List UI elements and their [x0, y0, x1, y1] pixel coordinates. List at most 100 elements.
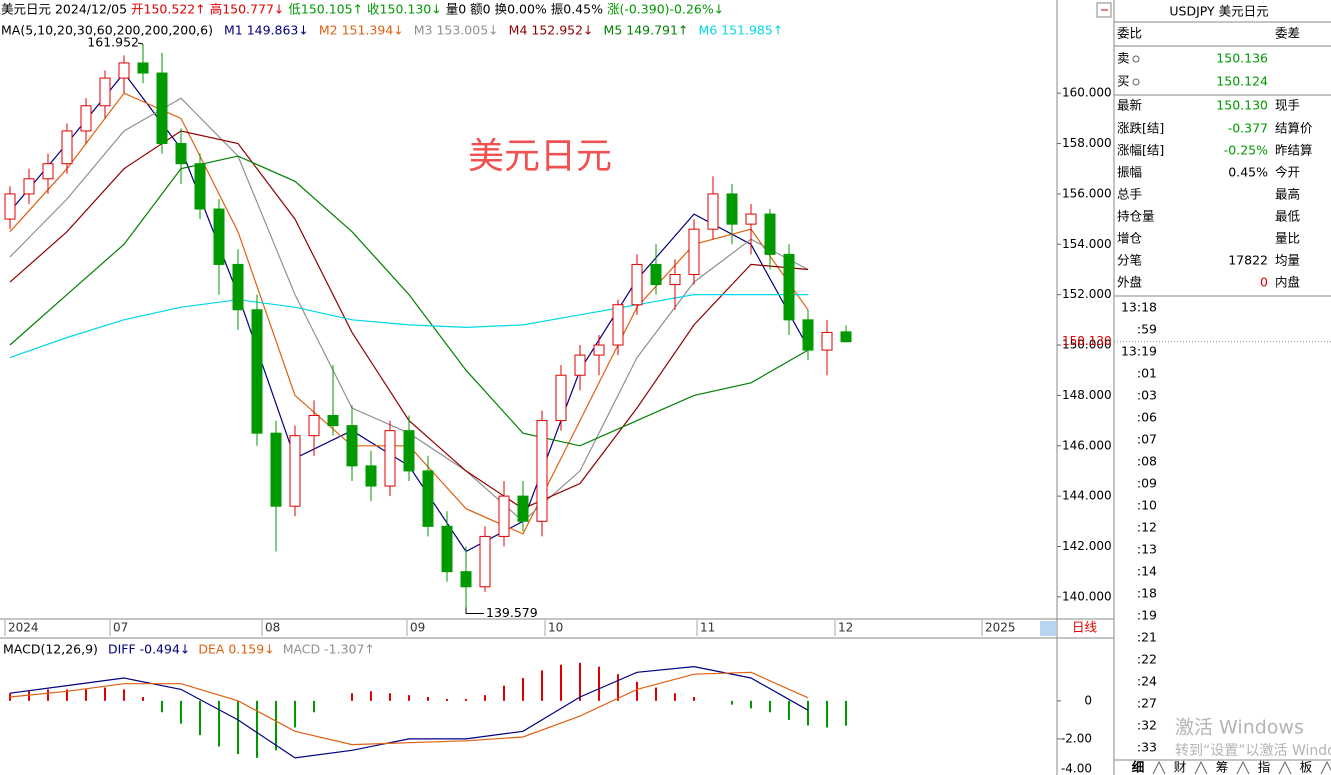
os-watermark: 转到“设置”以激活 Windows: [1175, 742, 1331, 759]
macd-line: [9, 665, 809, 759]
date-label: 08: [265, 621, 280, 635]
trade-time: :21: [1137, 630, 1157, 645]
header-segment: 高150.777↓: [210, 2, 285, 17]
legend-entry: M4 152.952↓: [509, 23, 594, 38]
y-tick-label: 150.000: [1062, 338, 1112, 352]
period-label: 日线: [1072, 620, 1098, 635]
trade-time: :59: [1137, 322, 1157, 337]
y-tick-label: 152.000: [1062, 287, 1112, 301]
candle-body: [479, 535, 491, 588]
quote-value: 0.45%: [1228, 165, 1268, 180]
date-label: 11: [700, 621, 715, 635]
quote-right-label: 结算价: [1275, 121, 1313, 136]
tab[interactable]: 板: [1300, 760, 1313, 775]
quote-value: 150.130: [1216, 98, 1268, 113]
trade-time: :06: [1137, 410, 1157, 425]
candle-body: [498, 495, 510, 537]
date-label: 12: [838, 621, 853, 635]
quote-label: 涨幅[结]: [1117, 143, 1164, 158]
trade-time: :07: [1137, 432, 1157, 447]
quote-right-label: 最低: [1275, 209, 1301, 224]
quote-label: 委比: [1117, 26, 1142, 41]
low-pointer: [465, 607, 484, 614]
quote-label: 振幅: [1117, 165, 1142, 180]
candle-body: [802, 319, 814, 351]
candle-body: [42, 163, 54, 180]
candle-body: [441, 525, 453, 573]
candle-body: [137, 62, 149, 74]
candle-body: [707, 193, 719, 230]
quote-label: 增仓: [1117, 231, 1143, 246]
scroll-button[interactable]: [1040, 621, 1056, 636]
macd-line: [9, 671, 809, 746]
quote-value: 0: [1260, 275, 1268, 290]
y-tick-label: 148.000: [1062, 388, 1112, 402]
trade-time: :01: [1137, 366, 1157, 381]
candle-body: [118, 62, 130, 79]
candle-body: [745, 213, 757, 225]
candle-body: [764, 213, 776, 255]
candle-body: [61, 130, 73, 165]
trade-time: :19: [1137, 608, 1157, 623]
candle-body: [346, 425, 358, 467]
candle-body: [213, 208, 225, 265]
quote-label: 分笔: [1117, 253, 1142, 268]
tab[interactable]: 财: [1174, 760, 1187, 775]
candle-body: [460, 571, 472, 588]
macd-title: MACD(12,26,9): [3, 642, 98, 657]
quote-icon: [1132, 55, 1140, 63]
y-tick-label: 158.000: [1062, 136, 1112, 150]
quote-value: 17822: [1228, 253, 1268, 268]
trade-time: 13:18: [1121, 300, 1157, 315]
tab-separator: [1236, 760, 1250, 775]
header-segment: 收150.130↓: [367, 2, 442, 17]
candle-body: [840, 331, 852, 343]
candle-body: [194, 163, 206, 210]
trade-time: :22: [1137, 652, 1157, 667]
candle-body: [536, 420, 548, 522]
quote-value: 150.136: [1216, 51, 1268, 66]
trade-time: :27: [1137, 696, 1157, 711]
y-tick-label: 140.000: [1062, 589, 1112, 603]
y-tick-label: 156.000: [1062, 186, 1112, 200]
quote-icon: [1132, 78, 1140, 86]
quote-right-label: 昨结算: [1275, 143, 1313, 158]
quote-label: 持仓量: [1117, 209, 1155, 224]
tab[interactable]: 筹: [1216, 760, 1229, 775]
candle-body: [80, 105, 92, 132]
quote-right-label: 现手: [1275, 98, 1300, 113]
trade-time: :13: [1137, 542, 1157, 557]
candle-body: [4, 193, 16, 220]
tab-separator: [1152, 760, 1166, 775]
quote-right-label: 内盘: [1275, 275, 1300, 290]
candle-body: [270, 432, 282, 507]
tab[interactable]: 指: [1258, 760, 1271, 775]
watermark: 美元日元: [468, 136, 612, 177]
candle-body: [308, 415, 320, 437]
candle-body: [251, 309, 263, 434]
trade-time: :10: [1137, 498, 1157, 513]
tab[interactable]: 细: [1132, 760, 1145, 775]
quote-value: -0.377: [1228, 121, 1268, 136]
candle-body: [631, 263, 643, 306]
candle-body: [384, 430, 396, 487]
trade-time: :03: [1137, 388, 1157, 403]
candle-body: [593, 344, 605, 356]
tab-separator: [1194, 760, 1208, 775]
candle-body: [783, 253, 795, 321]
high-pointer: [137, 42, 144, 45]
ma-line: [9, 155, 809, 447]
trade-time: :24: [1137, 674, 1157, 689]
legend-entry: M1 149.863↓: [224, 23, 309, 38]
y-tick-label: 142.000: [1062, 539, 1112, 553]
tab-separator: [1320, 760, 1331, 775]
legend-entry: DEA 0.159↓: [198, 642, 274, 657]
trade-time: :18: [1137, 586, 1157, 601]
quote-label: 最新: [1117, 98, 1142, 113]
y-tick-label: 146.000: [1062, 438, 1112, 452]
ma-title: MA(5,10,20,30,60,200,200,200,6): [1, 23, 213, 38]
trade-time: :08: [1137, 454, 1157, 469]
legend-entry: M2 151.394↓: [319, 23, 404, 38]
candle-body: [365, 465, 377, 487]
